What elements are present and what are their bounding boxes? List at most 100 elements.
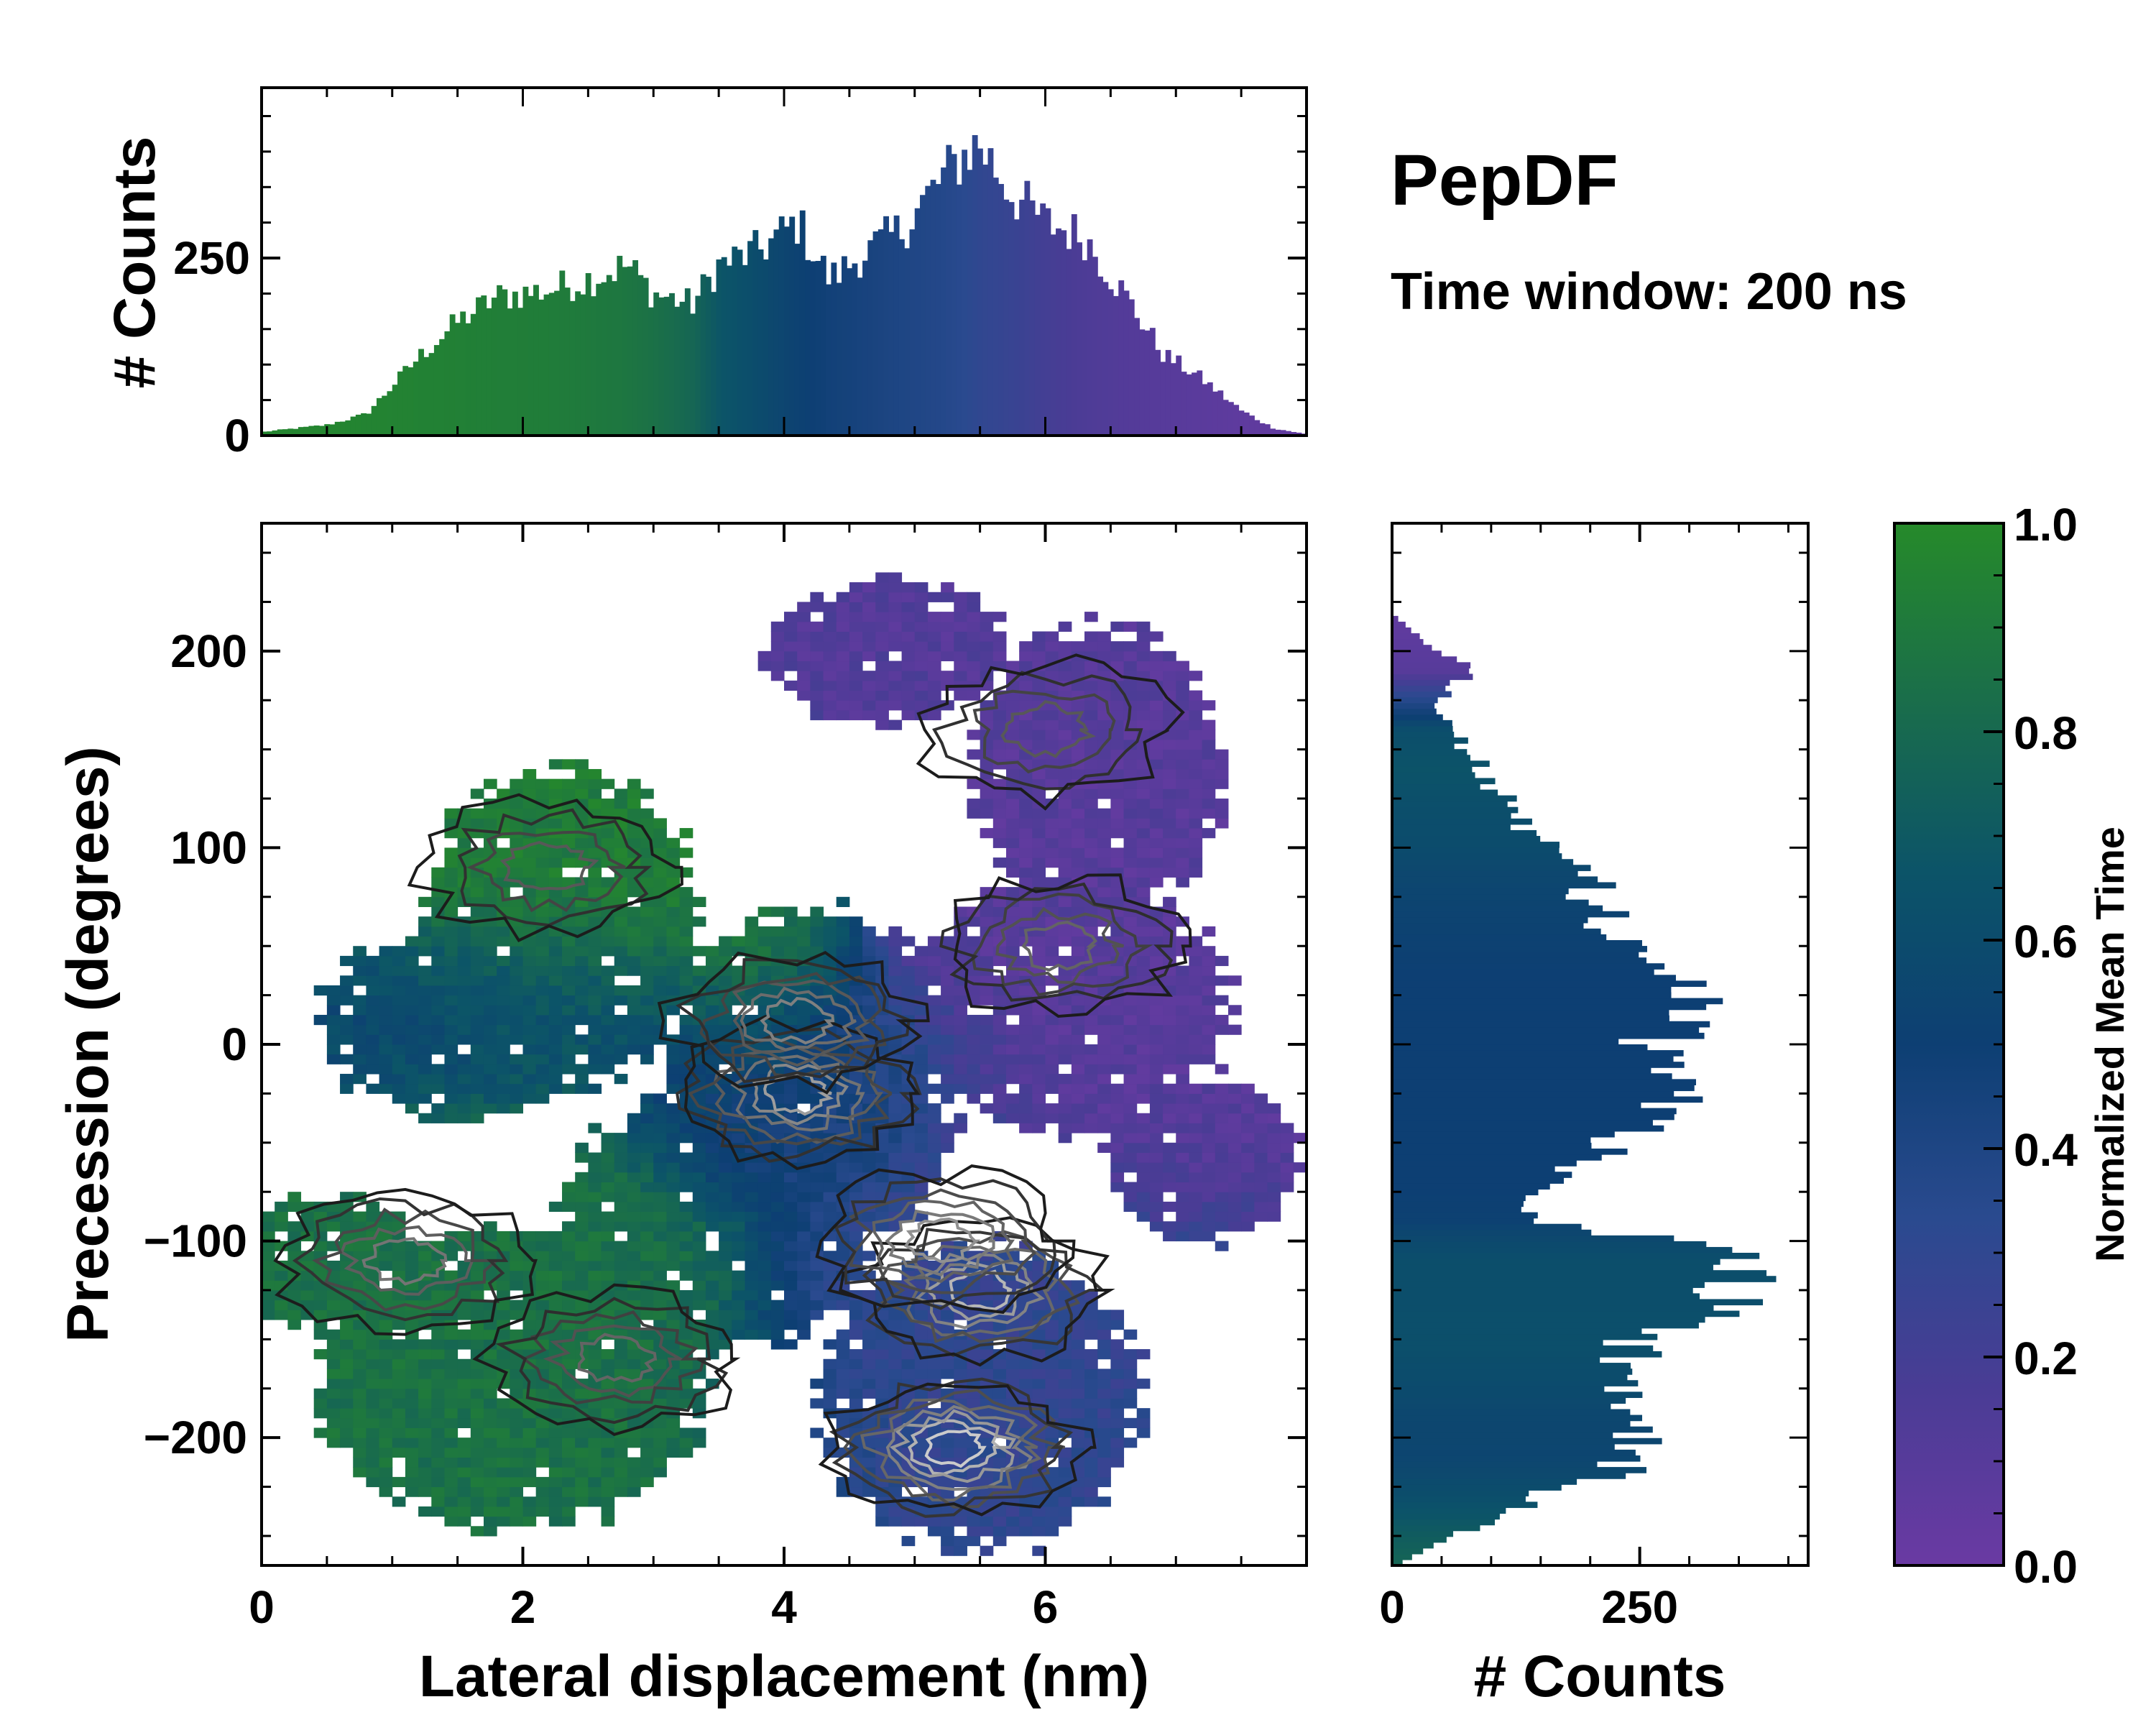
top-histogram-bar (1186, 374, 1192, 436)
heatmap-cell (784, 1289, 798, 1301)
heatmap-cell (836, 1123, 850, 1133)
heatmap-cell (444, 1251, 459, 1261)
heatmap-cell (366, 1329, 380, 1340)
heatmap-cell (888, 592, 903, 602)
heatmap-cell (875, 602, 889, 612)
heatmap-cell (836, 1368, 850, 1379)
heatmap-cell (444, 857, 459, 868)
heatmap-cell (927, 1054, 941, 1064)
heatmap-cell (679, 965, 694, 976)
heatmap-cell (614, 965, 628, 976)
heatmap-cell (770, 965, 785, 976)
heatmap-cell (418, 1083, 432, 1094)
heatmap-cell (1045, 955, 1059, 967)
heatmap-cell (862, 700, 876, 711)
heatmap-cell (326, 1221, 341, 1232)
right-histogram-bar (1392, 986, 1672, 993)
heatmap-cell (497, 1044, 510, 1055)
heatmap-cell (1123, 1074, 1138, 1085)
heatmap-cell (575, 1486, 589, 1497)
heatmap-cell (510, 1457, 524, 1468)
heatmap-cell (666, 975, 681, 986)
heatmap-cell (366, 1064, 380, 1075)
heatmap-cell (614, 1192, 628, 1202)
heatmap-cell (470, 975, 484, 986)
heatmap-cell (1110, 1320, 1125, 1330)
heatmap-cell (340, 1388, 354, 1399)
heatmap-cell (1032, 1329, 1046, 1340)
heatmap-cell (732, 936, 745, 947)
heatmap-cell (705, 1280, 719, 1291)
top-histogram-bar (820, 255, 826, 436)
heatmap-cell (418, 1034, 432, 1045)
heatmap-cell (588, 1034, 602, 1045)
heatmap-cell (1110, 1064, 1125, 1075)
heatmap-cell (575, 1221, 589, 1232)
heatmap-cell (679, 975, 694, 986)
heatmap-cell (470, 995, 484, 1006)
heatmap-cell (510, 1093, 524, 1104)
heatmap-cell (836, 612, 850, 622)
heatmap-cell (719, 1024, 732, 1035)
heatmap-cell (1045, 818, 1059, 829)
top-histogram-bar (1019, 199, 1026, 436)
heatmap-cell (732, 1251, 745, 1261)
heatmap-cell (627, 1172, 641, 1183)
heatmap-cell (1005, 887, 1020, 898)
heatmap-cell (614, 887, 628, 898)
heatmap-cell (326, 1388, 341, 1399)
heatmap-cell (326, 1044, 341, 1055)
heatmap-cell (692, 1251, 706, 1261)
heatmap-cell (1071, 1034, 1085, 1045)
heatmap-cell (784, 1310, 798, 1320)
heatmap-cell (980, 788, 994, 799)
top-histogram-bar (663, 296, 670, 436)
heatmap-cell (1110, 671, 1125, 681)
heatmap-cell (1215, 1142, 1229, 1153)
top-histogram-bar (658, 297, 665, 436)
heatmap-cell (992, 1103, 1007, 1114)
heatmap-cell (497, 985, 510, 996)
heatmap-cell (575, 1251, 589, 1261)
heatmap-cell (548, 1005, 563, 1016)
heatmap-cell (548, 857, 563, 868)
heatmap-cell (575, 1172, 589, 1183)
right-histogram-bar (1392, 1507, 1506, 1514)
heatmap-cell (1149, 857, 1164, 868)
heatmap-cell (1267, 1133, 1281, 1144)
heatmap-cell (548, 1408, 563, 1419)
heatmap-cell (1110, 1457, 1125, 1468)
heatmap-cell (1058, 1005, 1072, 1016)
right-histogram-bar (1392, 1484, 1562, 1491)
heatmap-cell (640, 1427, 654, 1438)
heatmap-cell (1176, 995, 1189, 1006)
heatmap-cell (535, 906, 550, 917)
right-histogram-ticks: 0 250 (1379, 523, 1808, 1633)
heatmap-cell (548, 1270, 563, 1281)
heatmap-cell (379, 1408, 393, 1419)
heatmap-cell (326, 1427, 341, 1438)
right-histogram-bar (1392, 899, 1589, 906)
heatmap-cell (1071, 1093, 1085, 1104)
heatmap-cell (1019, 877, 1033, 888)
heatmap-cell (1019, 1467, 1033, 1478)
heatmap-cell (510, 1260, 524, 1271)
heatmap-cell (1019, 828, 1033, 839)
heatmap-cell (1019, 1064, 1033, 1075)
heatmap-cell (980, 1054, 994, 1064)
heatmap-cell (1189, 1024, 1203, 1035)
heatmap-cell (705, 1289, 719, 1301)
heatmap-cell (980, 1024, 994, 1035)
heatmap-cell (457, 1289, 471, 1301)
heatmap-cell (888, 1368, 903, 1379)
heatmap-cell (535, 936, 550, 947)
heatmap-cell (679, 847, 694, 858)
heatmap-cell (444, 1379, 459, 1389)
heatmap-contour-line (676, 958, 912, 1083)
heatmap-cell (980, 1034, 994, 1045)
heatmap-cell (614, 916, 628, 927)
heatmap-cell (992, 650, 1007, 662)
heatmap-cell (1176, 857, 1189, 868)
heatmap-cell (497, 1260, 510, 1271)
heatmap-cell (757, 1211, 772, 1222)
